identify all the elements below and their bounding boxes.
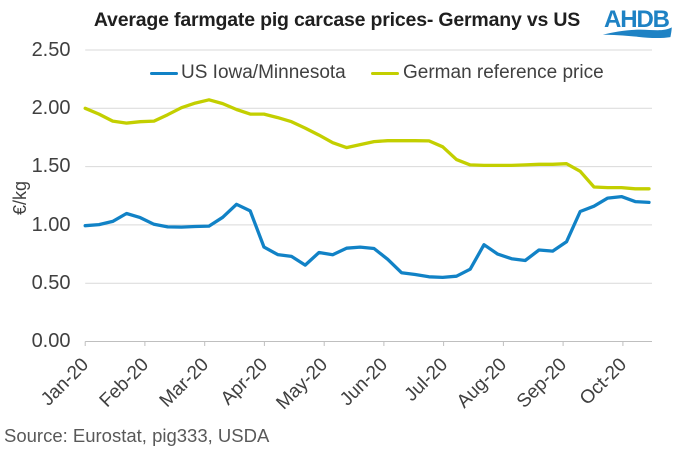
- svg-text:AHDB: AHDB: [604, 6, 670, 33]
